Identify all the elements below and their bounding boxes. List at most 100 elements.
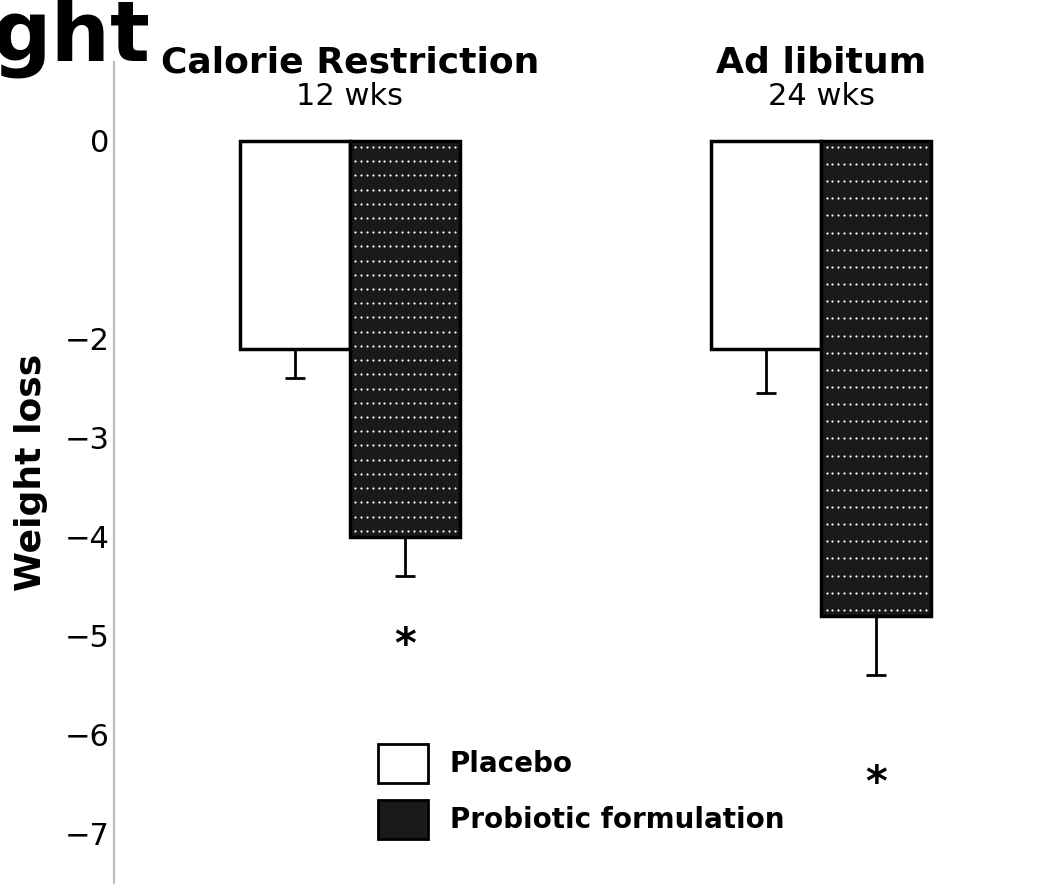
Point [835, 312, 852, 326]
Point [830, 603, 847, 617]
Point [429, 509, 446, 523]
Point [830, 517, 847, 531]
Point [359, 523, 376, 538]
Point [394, 182, 411, 197]
Point [905, 380, 922, 394]
Point [387, 239, 404, 254]
Point [830, 500, 847, 514]
Point [853, 174, 870, 189]
Point [352, 197, 369, 211]
Point [905, 208, 922, 222]
Point [830, 465, 847, 480]
Point [394, 481, 411, 495]
Point [411, 182, 428, 197]
Point [865, 397, 882, 411]
Point [446, 396, 463, 410]
Point [387, 425, 404, 439]
Point [382, 197, 399, 211]
Point [347, 325, 364, 339]
Point [440, 495, 458, 509]
Point [429, 495, 446, 509]
Point [370, 495, 387, 509]
Point [417, 396, 434, 410]
Point [376, 154, 393, 168]
Point [446, 353, 463, 368]
Point [830, 449, 847, 463]
Point [394, 140, 411, 154]
Point [894, 157, 911, 171]
Point [853, 482, 870, 497]
Point [347, 466, 364, 481]
Point [870, 208, 887, 222]
Point [842, 414, 859, 428]
Point [440, 368, 458, 382]
Point [882, 260, 899, 274]
Point [417, 410, 434, 425]
Point [394, 339, 411, 353]
Point [376, 239, 393, 254]
Point [394, 353, 411, 368]
Point [446, 339, 463, 353]
Point [912, 277, 929, 291]
Point [440, 168, 458, 182]
Point [364, 410, 381, 425]
Point [446, 268, 463, 282]
Point [422, 466, 439, 481]
Point [352, 509, 369, 523]
Point [888, 465, 905, 480]
Point [835, 157, 852, 171]
Point [917, 294, 934, 308]
Point [440, 325, 458, 339]
Point [359, 509, 376, 523]
Point [411, 325, 428, 339]
Point [900, 191, 917, 206]
Point [394, 425, 411, 439]
Point [417, 453, 434, 467]
Point [411, 154, 428, 168]
Point [440, 254, 458, 268]
Point [905, 603, 922, 617]
Point [818, 312, 835, 326]
Point [429, 368, 446, 382]
Point [842, 363, 859, 377]
Point [912, 345, 929, 360]
Point [824, 260, 841, 274]
Point [888, 225, 905, 239]
Point [411, 382, 428, 396]
Point [842, 243, 859, 257]
Point [422, 509, 439, 523]
Point [882, 191, 899, 206]
Point [905, 312, 922, 326]
Point [917, 208, 934, 222]
Point [370, 410, 387, 425]
Point [387, 325, 404, 339]
Point [422, 339, 439, 353]
Point [405, 325, 422, 339]
Point [411, 481, 428, 495]
Point [376, 509, 393, 523]
Point [847, 157, 864, 171]
Point [352, 396, 369, 410]
Point [382, 282, 399, 296]
Point [376, 481, 393, 495]
Point [394, 523, 411, 538]
Text: 12 wks: 12 wks [297, 82, 403, 111]
Point [847, 552, 864, 566]
Point [394, 439, 411, 453]
Point [900, 294, 917, 308]
Point [900, 432, 917, 446]
Point [818, 414, 835, 428]
Point [830, 243, 847, 257]
Point [417, 509, 434, 523]
Point [900, 449, 917, 463]
Point [405, 296, 422, 311]
Point [859, 277, 876, 291]
Point [399, 368, 416, 382]
Point [347, 254, 364, 268]
Point [818, 534, 835, 548]
Point [853, 449, 870, 463]
Point [446, 509, 463, 523]
Point [877, 552, 894, 566]
Point [417, 168, 434, 182]
Point [830, 157, 847, 171]
